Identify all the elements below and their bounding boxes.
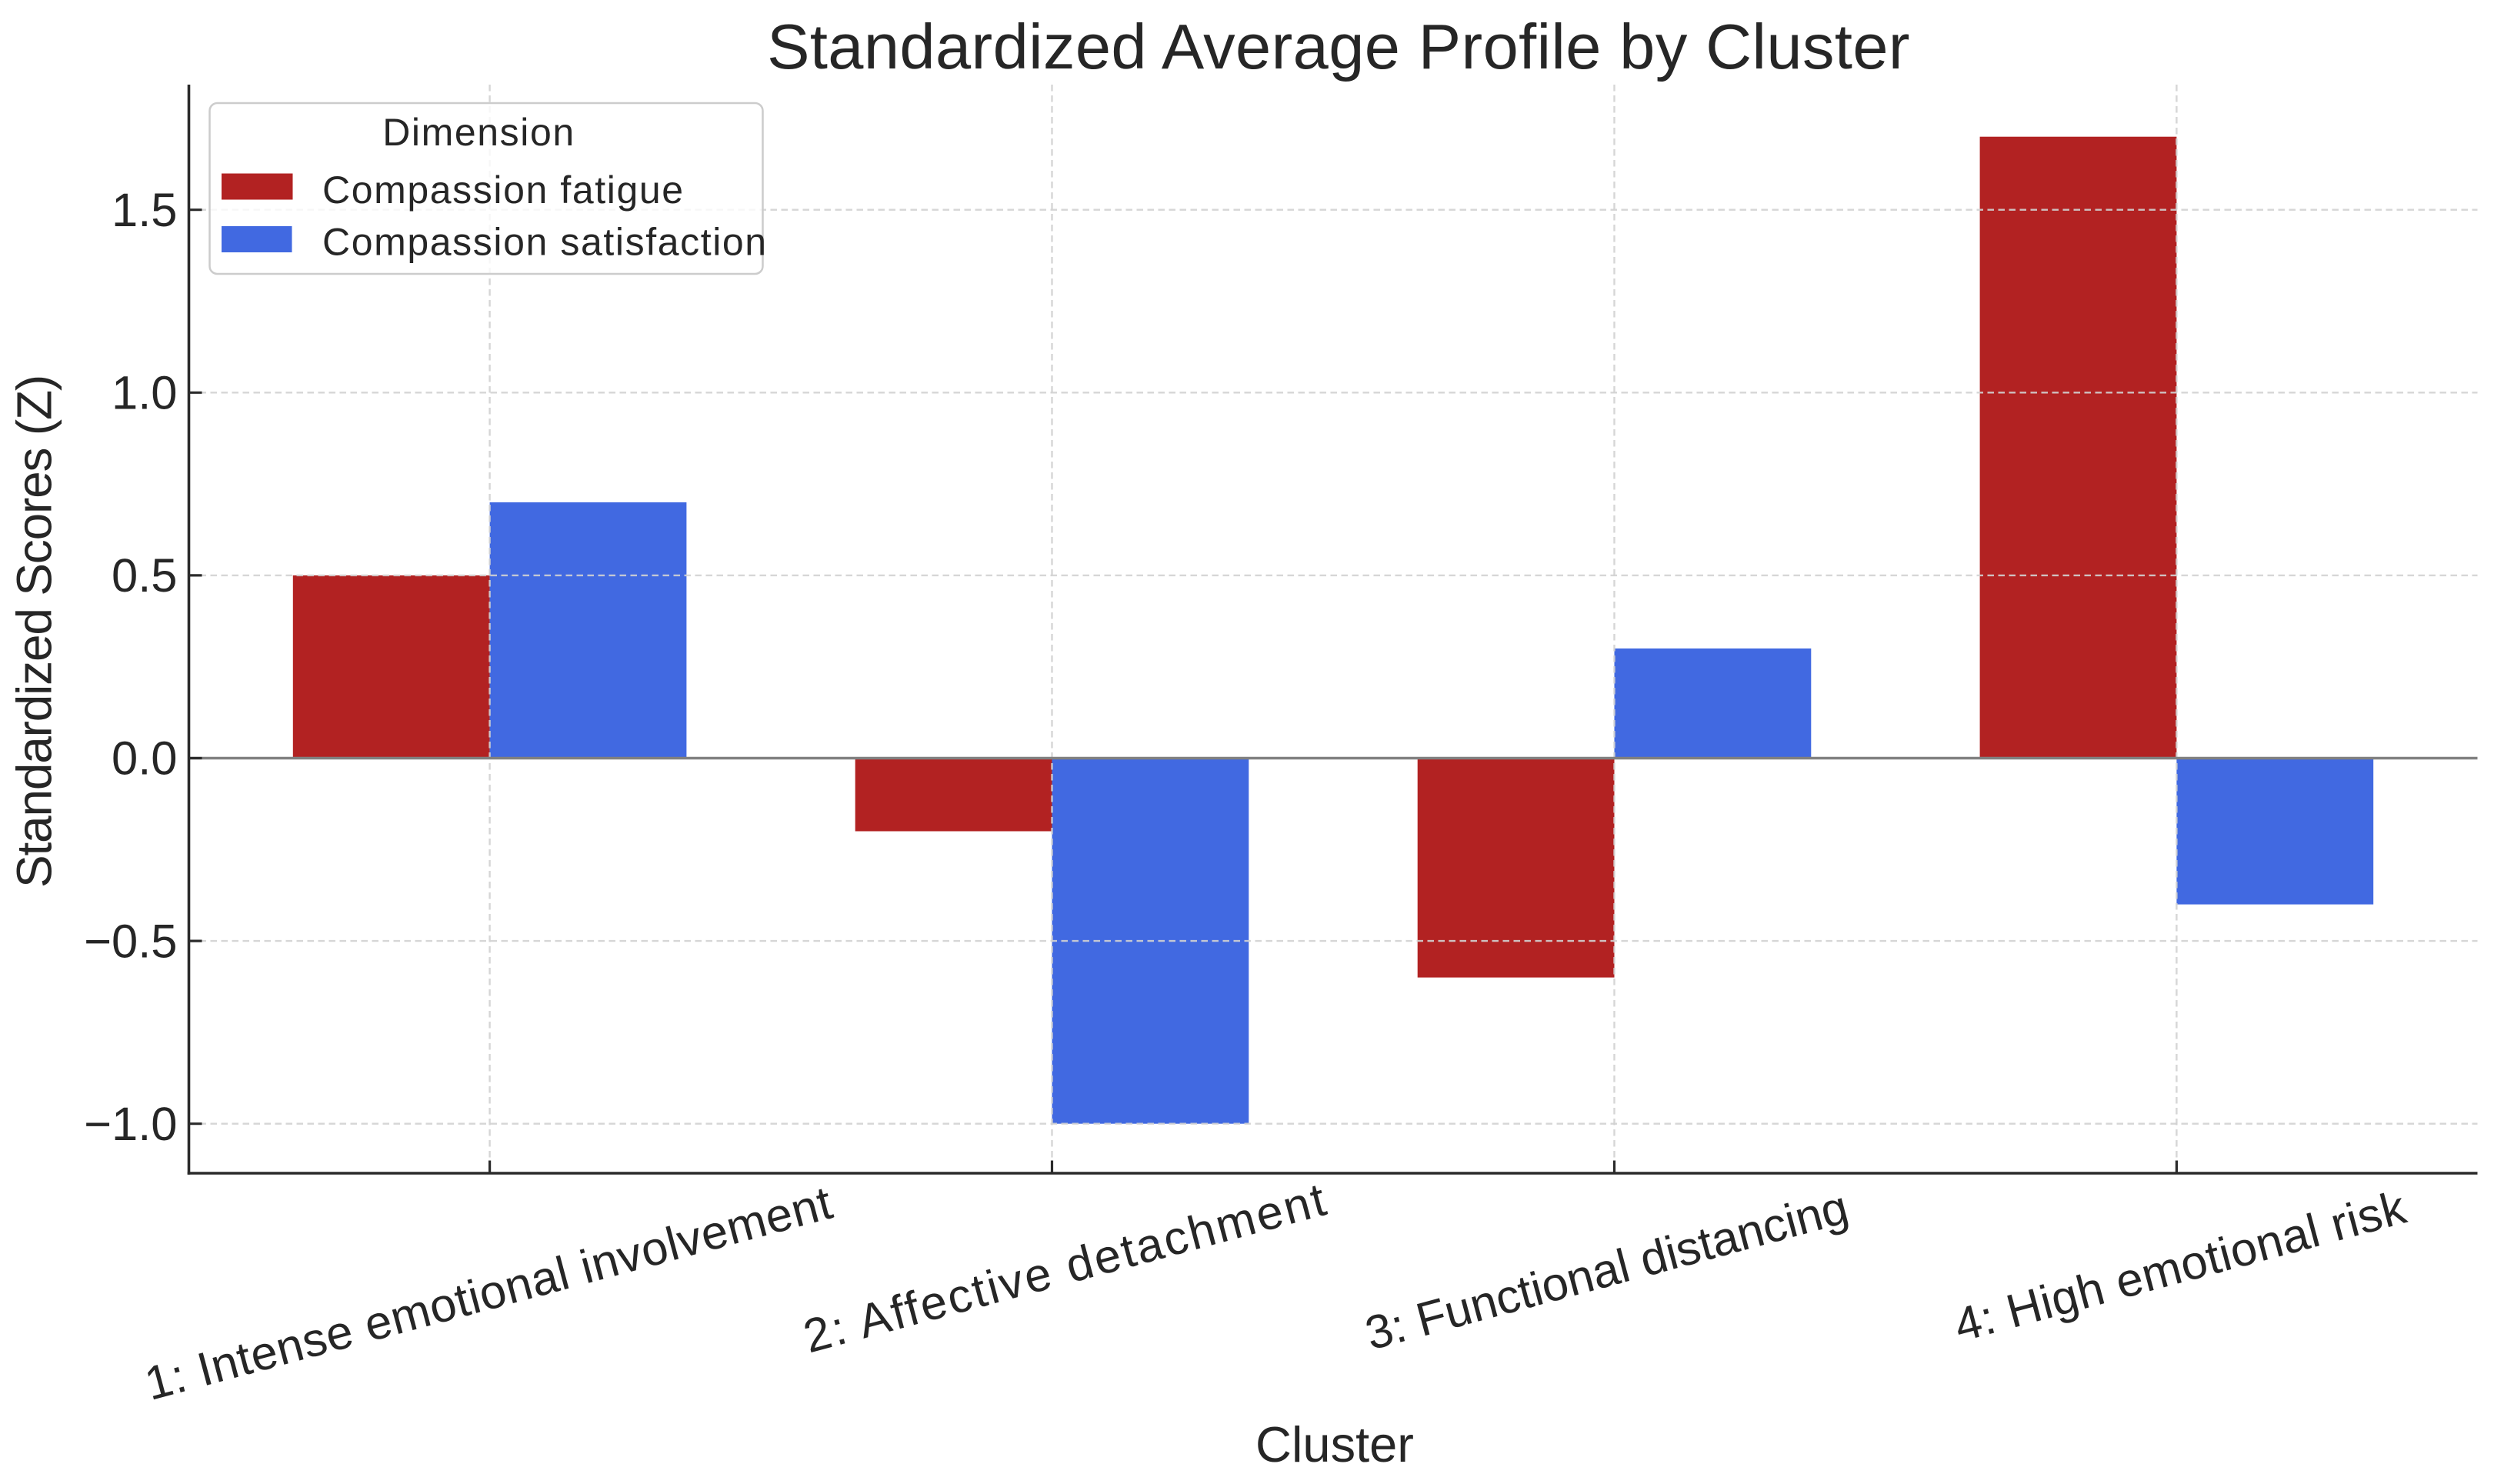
svg-text:Compassion satisfaction: Compassion satisfaction — [322, 221, 768, 264]
svg-text:Dimension: Dimension — [382, 111, 575, 154]
svg-text:Compassion fatigue: Compassion fatigue — [322, 168, 685, 212]
svg-text:Standardized Average Profile b: Standardized Average Profile by Cluster — [767, 11, 1910, 82]
svg-text:Standardized Scores (Z): Standardized Scores (Z) — [7, 375, 62, 888]
svg-text:0.0: 0.0 — [112, 732, 178, 785]
svg-text:Cluster: Cluster — [1255, 1416, 1414, 1472]
svg-text:0.5: 0.5 — [112, 549, 178, 602]
svg-text:1.0: 1.0 — [112, 367, 178, 420]
svg-text:−1.0: −1.0 — [84, 1098, 177, 1151]
svg-text:1.5: 1.5 — [112, 184, 178, 237]
svg-text:−0.5: −0.5 — [84, 915, 177, 968]
